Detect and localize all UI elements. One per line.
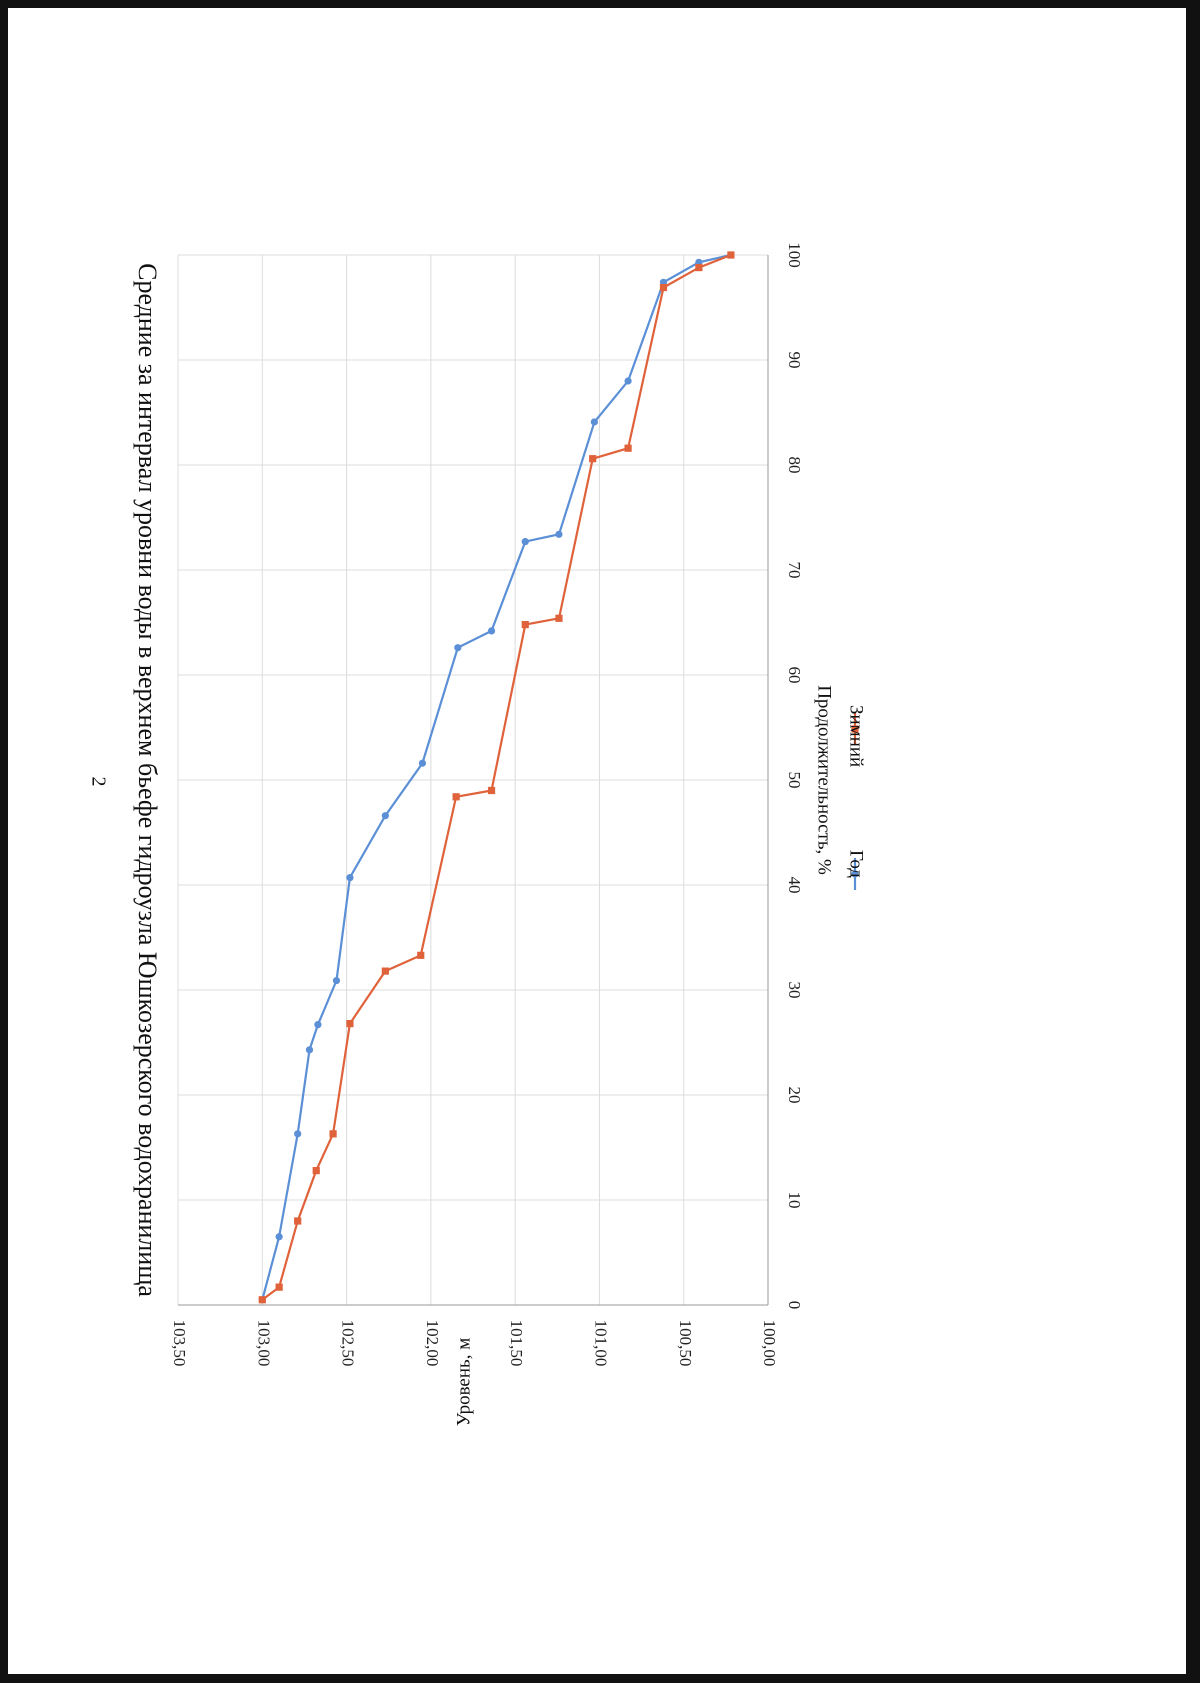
x-tick-label: 30 xyxy=(785,982,804,999)
data-point-zimniy xyxy=(624,444,632,452)
data-point-zimniy xyxy=(452,793,460,801)
x-tick-label: 20 xyxy=(785,1087,804,1104)
data-point-zimniy xyxy=(695,264,703,272)
data-point-zimniy xyxy=(381,967,389,975)
data-point-god xyxy=(624,377,632,385)
chart-title: Средние за интервал уровни воды в верхне… xyxy=(133,263,162,1297)
data-point-zimniy xyxy=(417,951,425,959)
data-point-zimniy xyxy=(329,1130,337,1138)
data-point-zimniy xyxy=(346,1020,354,1028)
y-tick-label: 101,00 xyxy=(592,1320,611,1367)
y-tick-label: 100,50 xyxy=(676,1320,695,1367)
legend-label: Зимний xyxy=(846,705,867,767)
data-point-zimniy xyxy=(659,283,668,292)
data-point-zimniy xyxy=(275,1283,283,1291)
data-point-god xyxy=(555,530,563,538)
data-point-god xyxy=(418,759,427,767)
series-line-square xyxy=(261,253,732,1301)
data-point-zimniy xyxy=(555,614,563,622)
data-point-god xyxy=(294,1130,302,1138)
data-point-god xyxy=(590,418,598,426)
document-page xyxy=(8,8,1186,1674)
legend-marker-zimniy xyxy=(851,725,859,733)
data-point-god xyxy=(487,627,496,635)
x-tick-label: 0 xyxy=(785,1301,804,1310)
x-tick-label: 40 xyxy=(785,877,804,894)
legend-marker-god xyxy=(851,870,859,878)
data-point-god xyxy=(305,1046,314,1054)
data-point-god xyxy=(275,1233,283,1241)
y-tick-label: 103,00 xyxy=(254,1320,273,1367)
data-point-zimniy xyxy=(258,1296,266,1304)
data-point-zimniy xyxy=(727,251,735,259)
legend-label: Год xyxy=(846,850,867,878)
y-tick-label: 101,50 xyxy=(507,1320,526,1367)
y-tick-label: 100,00 xyxy=(760,1320,779,1367)
x-tick-label: 10 xyxy=(785,1192,804,1209)
y-tick-label: 102,00 xyxy=(423,1320,442,1367)
data-point-god xyxy=(454,644,462,652)
y-tick-label: 103,50 xyxy=(170,1320,189,1367)
data-point-god xyxy=(381,812,389,820)
data-point-god xyxy=(314,1021,322,1029)
data-point-zimniy xyxy=(294,1217,302,1225)
x-tick-label: 50 xyxy=(785,772,804,789)
x-tick-label: 60 xyxy=(785,667,804,684)
data-point-god xyxy=(521,538,529,546)
x-tick-label: 80 xyxy=(785,457,804,474)
x-axis-title: Продолжительность, % xyxy=(814,685,835,875)
y-tick-label: 102,50 xyxy=(339,1320,358,1367)
data-point-zimniy xyxy=(312,1167,320,1175)
data-point-god xyxy=(346,874,354,882)
data-point-zimniy xyxy=(589,455,597,463)
data-point-god xyxy=(332,976,341,985)
data-point-zimniy xyxy=(487,786,496,795)
y-axis-title: Уровень, м xyxy=(453,1338,474,1426)
x-tick-label: 100 xyxy=(785,242,804,268)
x-tick-label: 70 xyxy=(785,562,804,579)
data-point-zimniy xyxy=(521,621,529,629)
x-tick-label: 90 xyxy=(785,352,804,369)
series-line-circle xyxy=(261,253,732,1301)
